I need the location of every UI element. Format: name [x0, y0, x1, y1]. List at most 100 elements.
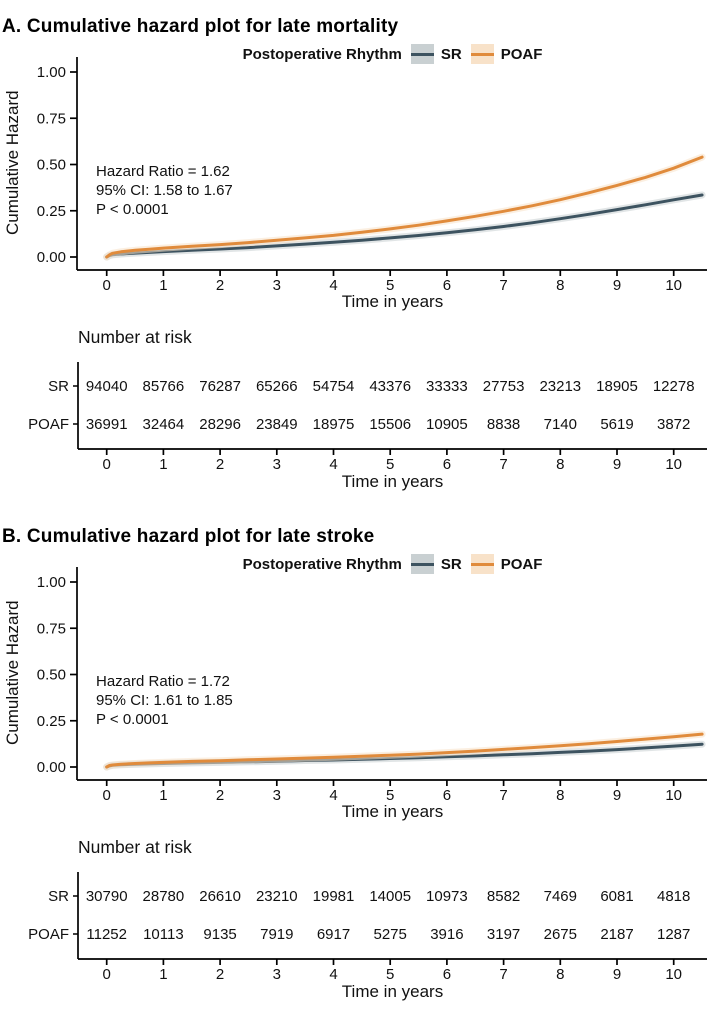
- risk-x-tick-label: 2: [216, 456, 224, 473]
- risk-x-tick-label: 0: [103, 966, 111, 983]
- risk-count: 23210: [256, 888, 298, 905]
- x-tick-label: 0: [103, 787, 111, 804]
- x-axis-title: Time in years: [341, 802, 444, 821]
- x-tick-label: 9: [613, 787, 621, 804]
- legend: Postoperative Rhythm SR POAF: [77, 44, 708, 64]
- risk-count: 15506: [369, 416, 411, 433]
- risk-count: 3197: [487, 926, 520, 943]
- risk-x-tick-label: 5: [386, 456, 394, 473]
- number-at-risk-title: Number at risk: [78, 327, 192, 347]
- x-tick-label: 10: [665, 277, 682, 294]
- hazard-ratio-text: Hazard Ratio = 1.72: [96, 673, 230, 690]
- x-tick-label: 5: [386, 787, 394, 804]
- legend-item-sr: SR: [410, 44, 462, 64]
- y-tick-label: 1.00: [37, 64, 66, 81]
- x-tick-label: 6: [443, 787, 451, 804]
- x-tick-label: 0: [103, 277, 111, 294]
- risk-count: 27753: [483, 378, 525, 395]
- y-tick-label: 0.50: [37, 157, 66, 174]
- sr-swatch-icon: [410, 554, 434, 574]
- risk-count: 65266: [256, 378, 298, 395]
- number-at-risk-title: Number at risk: [78, 837, 192, 857]
- y-tick-label: 0.00: [37, 249, 66, 266]
- risk-count: 43376: [369, 378, 411, 395]
- x-tick-label: 1: [159, 787, 167, 804]
- risk-x-tick-label: 10: [665, 966, 682, 983]
- risk-x-tick-label: 3: [273, 456, 281, 473]
- risk-count: 36991: [86, 416, 128, 433]
- risk-count: 10113: [143, 926, 184, 943]
- risk-count: 32464: [143, 416, 185, 433]
- x-axis-title: Time in years: [341, 292, 444, 311]
- stats-annotation: Hazard Ratio = 1.62 95% CI: 1.58 to 1.67…: [96, 162, 233, 219]
- risk-count: 10905: [426, 416, 468, 433]
- risk-count: 6917: [317, 926, 350, 943]
- legend-title: Postoperative Rhythm: [242, 45, 402, 63]
- x-tick-label: 2: [216, 787, 224, 804]
- risk-count: 7469: [544, 888, 577, 905]
- x-tick-label: 7: [499, 787, 507, 804]
- poaf-hazard-curve: [105, 732, 704, 769]
- hazard-ratio-text: Hazard Ratio = 1.62: [96, 163, 230, 180]
- risk-count: 30790: [86, 888, 128, 905]
- risk-count: 5619: [600, 416, 633, 433]
- y-tick-label: 0.25: [37, 713, 66, 730]
- y-tick-label: 0.75: [37, 110, 66, 127]
- poaf-hazard-curve: [105, 155, 704, 259]
- risk-x-axis-title: Time in years: [341, 982, 444, 1001]
- risk-x-tick-label: 9: [613, 456, 621, 473]
- risk-count: 54754: [313, 378, 355, 395]
- risk-count: 1287: [657, 926, 690, 943]
- y-tick-label: 0.25: [37, 203, 66, 220]
- risk-count: 9135: [203, 926, 236, 943]
- x-tick-label: 4: [329, 787, 337, 804]
- legend-item-sr: SR: [410, 554, 462, 574]
- risk-count: 14005: [369, 888, 411, 905]
- risk-row-label-sr: SR: [48, 378, 69, 395]
- risk-count: 33333: [426, 378, 468, 395]
- x-tick-label: 8: [556, 277, 564, 294]
- risk-count: 23849: [256, 416, 298, 433]
- poaf-swatch-icon: [470, 554, 494, 574]
- risk-row-label-poaf: POAF: [28, 926, 69, 943]
- risk-x-tick-label: 8: [556, 456, 564, 473]
- confidence-interval-text: 95% CI: 1.58 to 1.67: [96, 182, 233, 199]
- x-tick-label: 3: [273, 277, 281, 294]
- x-tick-label: 4: [329, 277, 337, 294]
- x-tick-label: 1: [159, 277, 167, 294]
- risk-count: 12278: [653, 378, 695, 395]
- legend-item-poaf: POAF: [470, 554, 542, 574]
- x-tick-label: 9: [613, 277, 621, 294]
- risk-count: 2187: [600, 926, 633, 943]
- risk-x-tick-label: 2: [216, 966, 224, 983]
- x-tick-label: 3: [273, 787, 281, 804]
- risk-count: 3872: [657, 416, 690, 433]
- panel-a-title: A. Cumulative hazard plot for late morta…: [2, 15, 399, 37]
- risk-x-tick-label: 6: [443, 966, 451, 983]
- legend-title: Postoperative Rhythm: [242, 555, 402, 573]
- legend-label-sr: SR: [440, 555, 462, 573]
- legend-item-poaf: POAF: [470, 44, 543, 64]
- risk-count: 2675: [544, 926, 577, 943]
- risk-x-tick-label: 5: [386, 966, 394, 983]
- risk-x-tick-label: 6: [443, 456, 451, 473]
- risk-x-tick-label: 4: [329, 966, 337, 983]
- risk-x-tick-label: 10: [665, 456, 682, 473]
- risk-row-label-poaf: POAF: [28, 416, 69, 433]
- legend-label-poaf: POAF: [500, 45, 543, 63]
- confidence-interval-text: 95% CI: 1.61 to 1.85: [96, 692, 233, 709]
- y-tick-label: 0.75: [37, 620, 66, 637]
- risk-count: 76287: [199, 378, 241, 395]
- risk-count: 6081: [600, 888, 633, 905]
- y-tick-label: 1.00: [37, 574, 66, 591]
- risk-count: 18975: [313, 416, 355, 433]
- risk-x-tick-label: 7: [499, 966, 507, 983]
- risk-count: 5275: [374, 926, 407, 943]
- p-value-text: P < 0.0001: [96, 711, 169, 728]
- risk-count: 28780: [143, 888, 185, 905]
- risk-count: 11252: [86, 926, 127, 943]
- y-tick-label: 0.00: [37, 759, 66, 776]
